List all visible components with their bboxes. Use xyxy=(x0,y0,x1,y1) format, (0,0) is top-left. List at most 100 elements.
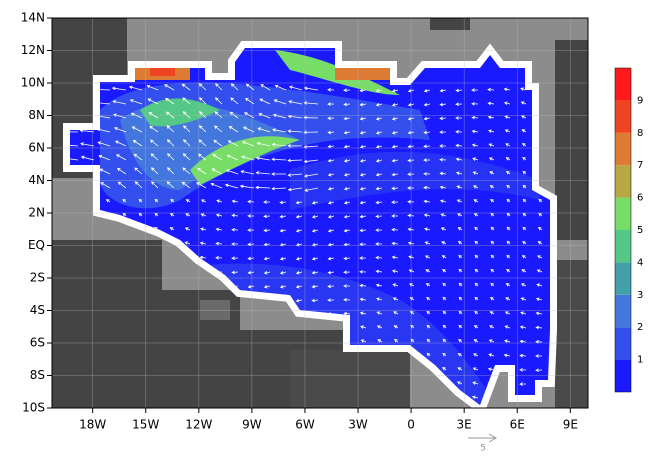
flow-vector xyxy=(423,213,431,218)
flow-vector xyxy=(181,181,191,189)
flow-vector xyxy=(343,173,351,177)
flow-vector xyxy=(129,99,143,105)
flow-vector xyxy=(439,130,447,134)
flow-vector xyxy=(150,153,159,161)
flow-vector xyxy=(490,268,495,273)
flow-vector xyxy=(455,116,463,120)
flow-vector xyxy=(424,227,431,231)
colorbar-band xyxy=(615,294,631,328)
flow-vector xyxy=(458,338,463,343)
flow-vector xyxy=(423,88,431,93)
y-tick-label: 14N xyxy=(21,11,45,25)
flow-vector xyxy=(503,353,511,358)
flow-vector xyxy=(473,199,479,203)
flow-vector xyxy=(327,187,335,191)
flow-vector xyxy=(184,241,191,245)
flow-vector xyxy=(215,83,223,91)
flow-vector xyxy=(535,297,543,301)
flow-vector xyxy=(288,85,303,91)
flow-vector xyxy=(295,271,303,275)
flow-vector xyxy=(183,139,191,147)
flow-vector xyxy=(377,339,383,343)
x-tick-label: 18W xyxy=(79,418,106,432)
y-tick-label: 6S xyxy=(30,336,45,350)
flow-vector xyxy=(522,226,527,231)
flow-vector xyxy=(100,182,111,189)
flow-vector xyxy=(230,97,239,105)
flow-vector xyxy=(199,255,207,260)
x-tick-label: 9E xyxy=(563,418,578,432)
flow-vector xyxy=(80,155,95,161)
flow-vector xyxy=(471,88,479,92)
flow-vector xyxy=(488,353,495,357)
flow-vector xyxy=(393,325,399,329)
colorbar-tick-label: 8 xyxy=(637,128,643,139)
colorbar-band xyxy=(615,165,631,198)
flow-vector xyxy=(343,187,351,191)
flow-vector xyxy=(256,141,271,147)
flow-vector xyxy=(327,284,335,289)
flow-vector xyxy=(170,198,175,203)
flow-vector xyxy=(263,214,271,219)
flow-vector xyxy=(505,143,511,147)
flow-vector xyxy=(343,214,351,219)
colorbar-band xyxy=(615,132,631,166)
y-tick-label: 10N xyxy=(21,76,45,90)
flow-vector xyxy=(273,99,287,105)
flow-vector xyxy=(214,125,223,133)
flow-vector xyxy=(231,213,239,218)
flow-vector xyxy=(138,198,143,203)
flow-vector xyxy=(456,199,463,203)
flow-vector xyxy=(487,367,495,371)
flow-vector xyxy=(424,255,431,259)
flow-vector xyxy=(279,214,287,219)
flow-vector xyxy=(111,86,127,91)
flow-vector xyxy=(279,242,287,247)
flow-vector xyxy=(391,241,399,246)
colorbar-band xyxy=(615,262,631,295)
flow-vector xyxy=(505,171,511,175)
flow-vector xyxy=(343,284,351,288)
flow-vector xyxy=(423,158,431,162)
flow-vector xyxy=(311,200,319,205)
flow-vector xyxy=(504,115,511,119)
flow-vector xyxy=(311,256,319,261)
flow-vector xyxy=(423,102,431,107)
flow-vector xyxy=(247,270,255,275)
flow-vector xyxy=(490,226,495,231)
flow-vector xyxy=(147,98,159,105)
flow-vector xyxy=(279,228,287,233)
flow-vector xyxy=(375,214,383,219)
flow-vector xyxy=(311,270,319,275)
flow-vector xyxy=(503,87,511,92)
flow-vector xyxy=(327,144,335,149)
flow-vector xyxy=(489,185,495,189)
flow-vector xyxy=(200,213,207,217)
flow-vector xyxy=(113,127,127,133)
flow-vector xyxy=(150,139,159,147)
flow-vector xyxy=(128,85,143,91)
flow-vector xyxy=(489,171,495,175)
flow-vector xyxy=(117,181,127,189)
flow-vector xyxy=(327,270,335,275)
flow-vector xyxy=(439,88,447,93)
flow-vector xyxy=(169,227,175,231)
flow-vector xyxy=(215,241,223,246)
flow-vector xyxy=(391,200,399,204)
y-tick-label: 8N xyxy=(28,108,45,122)
flow-vector xyxy=(242,126,255,133)
reference-vector: 5 xyxy=(468,433,498,454)
flow-vector xyxy=(423,172,431,176)
y-tick-label: 12N xyxy=(21,43,45,57)
flow-vector xyxy=(343,270,351,274)
flow-vector xyxy=(521,143,527,147)
flow-vector xyxy=(522,184,527,189)
flow-vector xyxy=(97,141,111,147)
colorbar-tick-label: 5 xyxy=(637,225,643,236)
flow-vector xyxy=(215,256,223,260)
colorbar-tick-label: 6 xyxy=(637,193,643,204)
flow-vector xyxy=(471,395,479,400)
flow-vector xyxy=(263,270,271,275)
flow-vector xyxy=(391,172,399,177)
flow-vector xyxy=(122,198,127,203)
